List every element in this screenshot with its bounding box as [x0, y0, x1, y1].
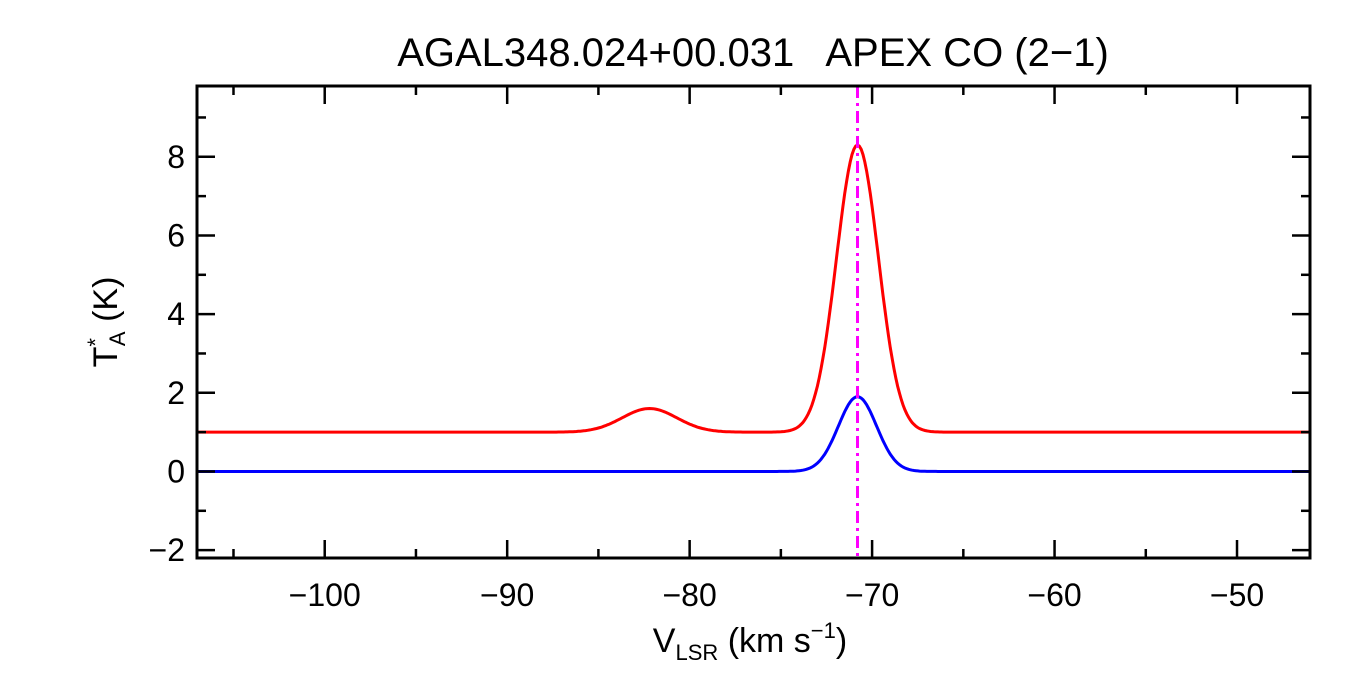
- x-tick-label: −70: [845, 577, 899, 613]
- y-tick-label: −2: [149, 532, 185, 568]
- y-axis: −2 0 2 4 6 8: [149, 116, 1310, 568]
- x-tick-label: −90: [480, 577, 534, 613]
- y-axis-label: T*A (K): [83, 277, 130, 368]
- gaussian-fit-line-2: [197, 395, 1310, 473]
- y-tick-label: 0: [167, 453, 185, 489]
- x-tick-label: −60: [1027, 577, 1081, 613]
- plot-frame: [195, 84, 1312, 560]
- x-tick-label: −100: [289, 577, 361, 613]
- plot-area: [197, 86, 1310, 558]
- x-tick-label: −50: [1210, 577, 1264, 613]
- x-axis-label: VLSR (km s−1): [653, 618, 847, 665]
- chart-title: AGAL348.024+00.031 APEX CO (2−1): [397, 31, 1109, 75]
- y-tick-label: 6: [167, 217, 185, 253]
- gaussian-fit-line-1: [197, 143, 1310, 434]
- x-tick-label: −80: [662, 577, 716, 613]
- y-tick-label: 4: [167, 296, 185, 332]
- x-axis: −100 −90 −80 −70 −60 −50: [232, 86, 1264, 613]
- y-tick-label: 8: [167, 139, 185, 175]
- y-tick-label: 2: [167, 375, 185, 411]
